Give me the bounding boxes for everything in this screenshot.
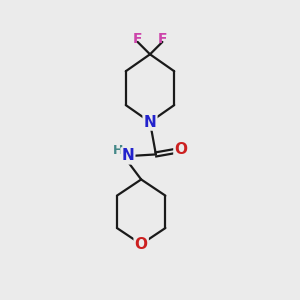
Text: F: F (158, 32, 167, 46)
Text: O: O (174, 142, 188, 158)
Text: F: F (133, 32, 142, 46)
Text: O: O (135, 237, 148, 252)
Text: N: N (144, 115, 156, 130)
Text: H: H (113, 144, 123, 157)
Text: N: N (122, 148, 134, 164)
